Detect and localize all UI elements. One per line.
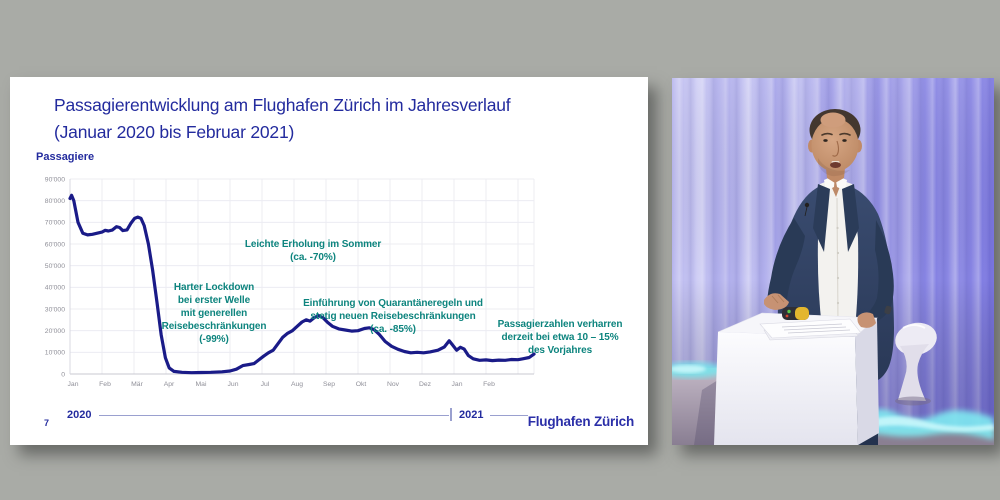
x-tick-label: Mai (196, 381, 207, 388)
series-passagiere (68, 193, 536, 375)
x-tick-label: Jan (68, 381, 79, 388)
timeline-line-right (490, 415, 528, 416)
timeline-year-right: 2021 (459, 409, 484, 421)
x-tick-label: Nov (387, 381, 400, 388)
x-tick-label: Dez (419, 381, 432, 388)
y-tick-label: 80'000 (45, 198, 65, 205)
slide-panel[interactable]: Passagierentwicklung am Flughafen Zürich… (10, 77, 648, 445)
slide-title-line2: (Januar 2020 bis Februar 2021) (54, 122, 295, 142)
y-tick-label: 50'000 (45, 263, 65, 270)
presenter-clicker (782, 307, 809, 320)
presenter-head (808, 109, 862, 177)
slide-title: Passagierentwicklung am Flughafen Zürich… (54, 92, 629, 146)
presenter-scene (672, 78, 994, 445)
flughafen-zuerich-logo: Flughafen Zürich (527, 414, 634, 429)
bald-crown (820, 112, 846, 128)
slide-page-number: 7 (44, 418, 50, 428)
x-tick-label: Jan (452, 381, 463, 388)
timeline-year-left: 2020 (67, 409, 92, 421)
arm-left (862, 220, 894, 325)
podium (714, 307, 879, 445)
x-tick-label: Feb (483, 381, 495, 388)
y-tick-label: 10'000 (45, 350, 65, 357)
x-tick-label: Okt (356, 381, 367, 388)
x-tick-label: Feb (99, 381, 111, 388)
x-tick-label: Apr (164, 381, 175, 388)
y-tick-label: 0 (61, 371, 65, 378)
presenter-hands (764, 293, 892, 328)
y-tick-label: 90'000 (45, 176, 65, 183)
lapel-left (813, 184, 830, 252)
lapel-right (842, 184, 859, 252)
arm-right (767, 218, 805, 308)
video-feed[interactable] (672, 78, 994, 445)
hand-left (857, 312, 876, 328)
floor-glow-left (672, 362, 725, 378)
slide-title-line1: Passagierentwicklung am Flughafen Zürich… (54, 95, 511, 115)
passenger-line-chart: 0 10'000 20'000 30'000 40'000 50'000 60'000 70'… (45, 176, 536, 388)
chair (895, 322, 937, 406)
y-tick-label: 60'000 (45, 241, 65, 248)
y-tick-label: 20'000 (45, 328, 65, 335)
x-tick-label: Jun (228, 381, 239, 388)
timeline-line-left (99, 415, 449, 416)
floor-glow-right (858, 409, 994, 440)
x-tick-label: Mär (131, 381, 143, 388)
x-tick-label: Jul (261, 381, 270, 388)
timeline-tick (450, 408, 452, 421)
y-tick-label: 30'000 (45, 306, 65, 313)
x-tick-label: Sep (323, 381, 335, 388)
lapel-mic-icon (804, 202, 810, 208)
wristwatch (884, 305, 892, 315)
chart-axis-title: Passagiere (36, 151, 95, 163)
x-tick-label: Aug (291, 381, 303, 388)
y-tick-label: 40'000 (45, 285, 65, 292)
y-tick-label: 70'000 (45, 220, 65, 227)
